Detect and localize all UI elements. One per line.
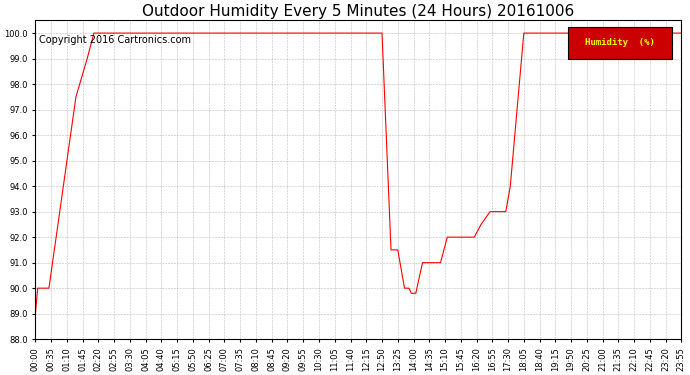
FancyBboxPatch shape (569, 27, 671, 58)
Title: Outdoor Humidity Every 5 Minutes (24 Hours) 20161006: Outdoor Humidity Every 5 Minutes (24 Hou… (142, 4, 575, 19)
Text: Humidity  (%): Humidity (%) (585, 38, 655, 47)
Text: Copyright 2016 Cartronics.com: Copyright 2016 Cartronics.com (39, 35, 191, 45)
